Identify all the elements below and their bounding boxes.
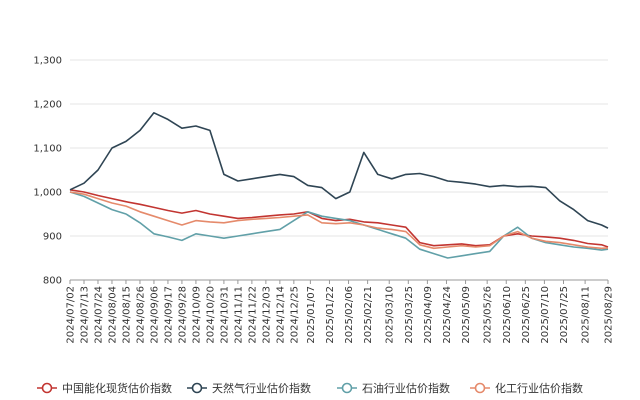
y-tick-label: 1,000: [33, 188, 62, 199]
x-tick-label: 2025/01/07: [306, 286, 317, 344]
x-tick-label: 2025/04/24: [442, 286, 453, 344]
x-tick-label: 2024/09/17: [163, 286, 174, 344]
x-tick-label: 2024/12/14: [275, 286, 286, 344]
x-tick-label: 2024/07/02: [66, 286, 77, 344]
series-line: [69, 191, 609, 259]
grid-lines: [70, 59, 608, 281]
x-tick-label: 2024/08/26: [135, 286, 146, 344]
x-tick-label: 2024/10/09: [191, 286, 202, 344]
x-tick-label: 2024/07/24: [93, 286, 104, 344]
y-tick-label: 800: [43, 276, 62, 287]
legend-label: 石油行业估价指数: [362, 381, 450, 395]
y-tick-label: 1,100: [33, 144, 62, 155]
x-tick-label: 2024/10/31: [219, 286, 230, 344]
x-tick-label: 2025/05/09: [461, 286, 472, 344]
x-tick-label: 2024/12/03: [261, 286, 272, 344]
x-tick-label: 2024/11/22: [247, 286, 258, 344]
x-tick-label: 2025/06/25: [521, 286, 532, 344]
x-tick-label: 2025/08/29: [604, 286, 615, 344]
legend-item[interactable]: 天然气行业估价指数: [187, 381, 311, 395]
legend-swatch-marker: [474, 382, 486, 394]
x-tick-label: 2024/10/20: [205, 286, 216, 344]
x-tick-label: 2025/02/21: [363, 286, 374, 344]
legend-label: 化工行业估价指数: [495, 381, 583, 395]
x-tick-label: 2024/07/13: [79, 286, 90, 344]
x-tick-label: 2025/08/11: [581, 286, 592, 344]
legend-item[interactable]: 石油行业估价指数: [337, 381, 450, 395]
y-tick-label: 1,200: [33, 100, 62, 111]
x-tick-label: 2024/09/28: [177, 286, 188, 344]
series-line: [69, 112, 609, 229]
legend-swatch-marker: [41, 382, 53, 394]
x-tick-label: 2024/08/15: [121, 286, 132, 344]
y-axis: 800 900 1,000 1,100 1,200 1,300: [33, 56, 62, 287]
x-tick-label: 2025/05/26: [483, 286, 494, 344]
legend-label: 天然气行业估价指数: [212, 381, 311, 395]
x-tick-label: 2025/02/06: [344, 286, 355, 344]
legend-item[interactable]: 中国能化现货估价指数: [37, 381, 172, 395]
x-tick-label: 2025/07/10: [540, 286, 551, 344]
legend-swatch-marker: [191, 382, 203, 394]
legend-label: 中国能化现货估价指数: [62, 381, 172, 395]
y-tick-label: 1,300: [33, 56, 62, 67]
legend-swatch-marker: [341, 382, 353, 394]
x-tick-label: 2025/04/09: [423, 286, 434, 344]
x-tick-label: 2024/08/04: [107, 286, 118, 344]
series-line: [69, 191, 609, 250]
x-tick-label: 2025/06/10: [502, 286, 513, 344]
x-tick-label: 2024/12/25: [289, 286, 300, 344]
x-tick-label: 2024/11/11: [233, 286, 244, 344]
x-axis: 2024/07/02 2024/07/13 2024/07/24 2024/08/04…: [66, 280, 615, 344]
x-tick-label: 2025/07/25: [559, 286, 570, 344]
legend-item[interactable]: 化工行业估价指数: [470, 381, 583, 395]
x-tick-label: 2025/03/10: [385, 286, 396, 344]
y-tick-label: 900: [43, 232, 62, 243]
x-tick-label: 2025/03/25: [404, 286, 415, 344]
x-tick-label: 2025/01/22: [325, 286, 336, 344]
legend: 中国能化现货估价指数 天然气行业估价指数 石油行业估价指数 化工行业估价指数: [37, 381, 583, 395]
x-tick-label: 2024/09/06: [149, 286, 160, 344]
series-lines: [69, 112, 609, 259]
